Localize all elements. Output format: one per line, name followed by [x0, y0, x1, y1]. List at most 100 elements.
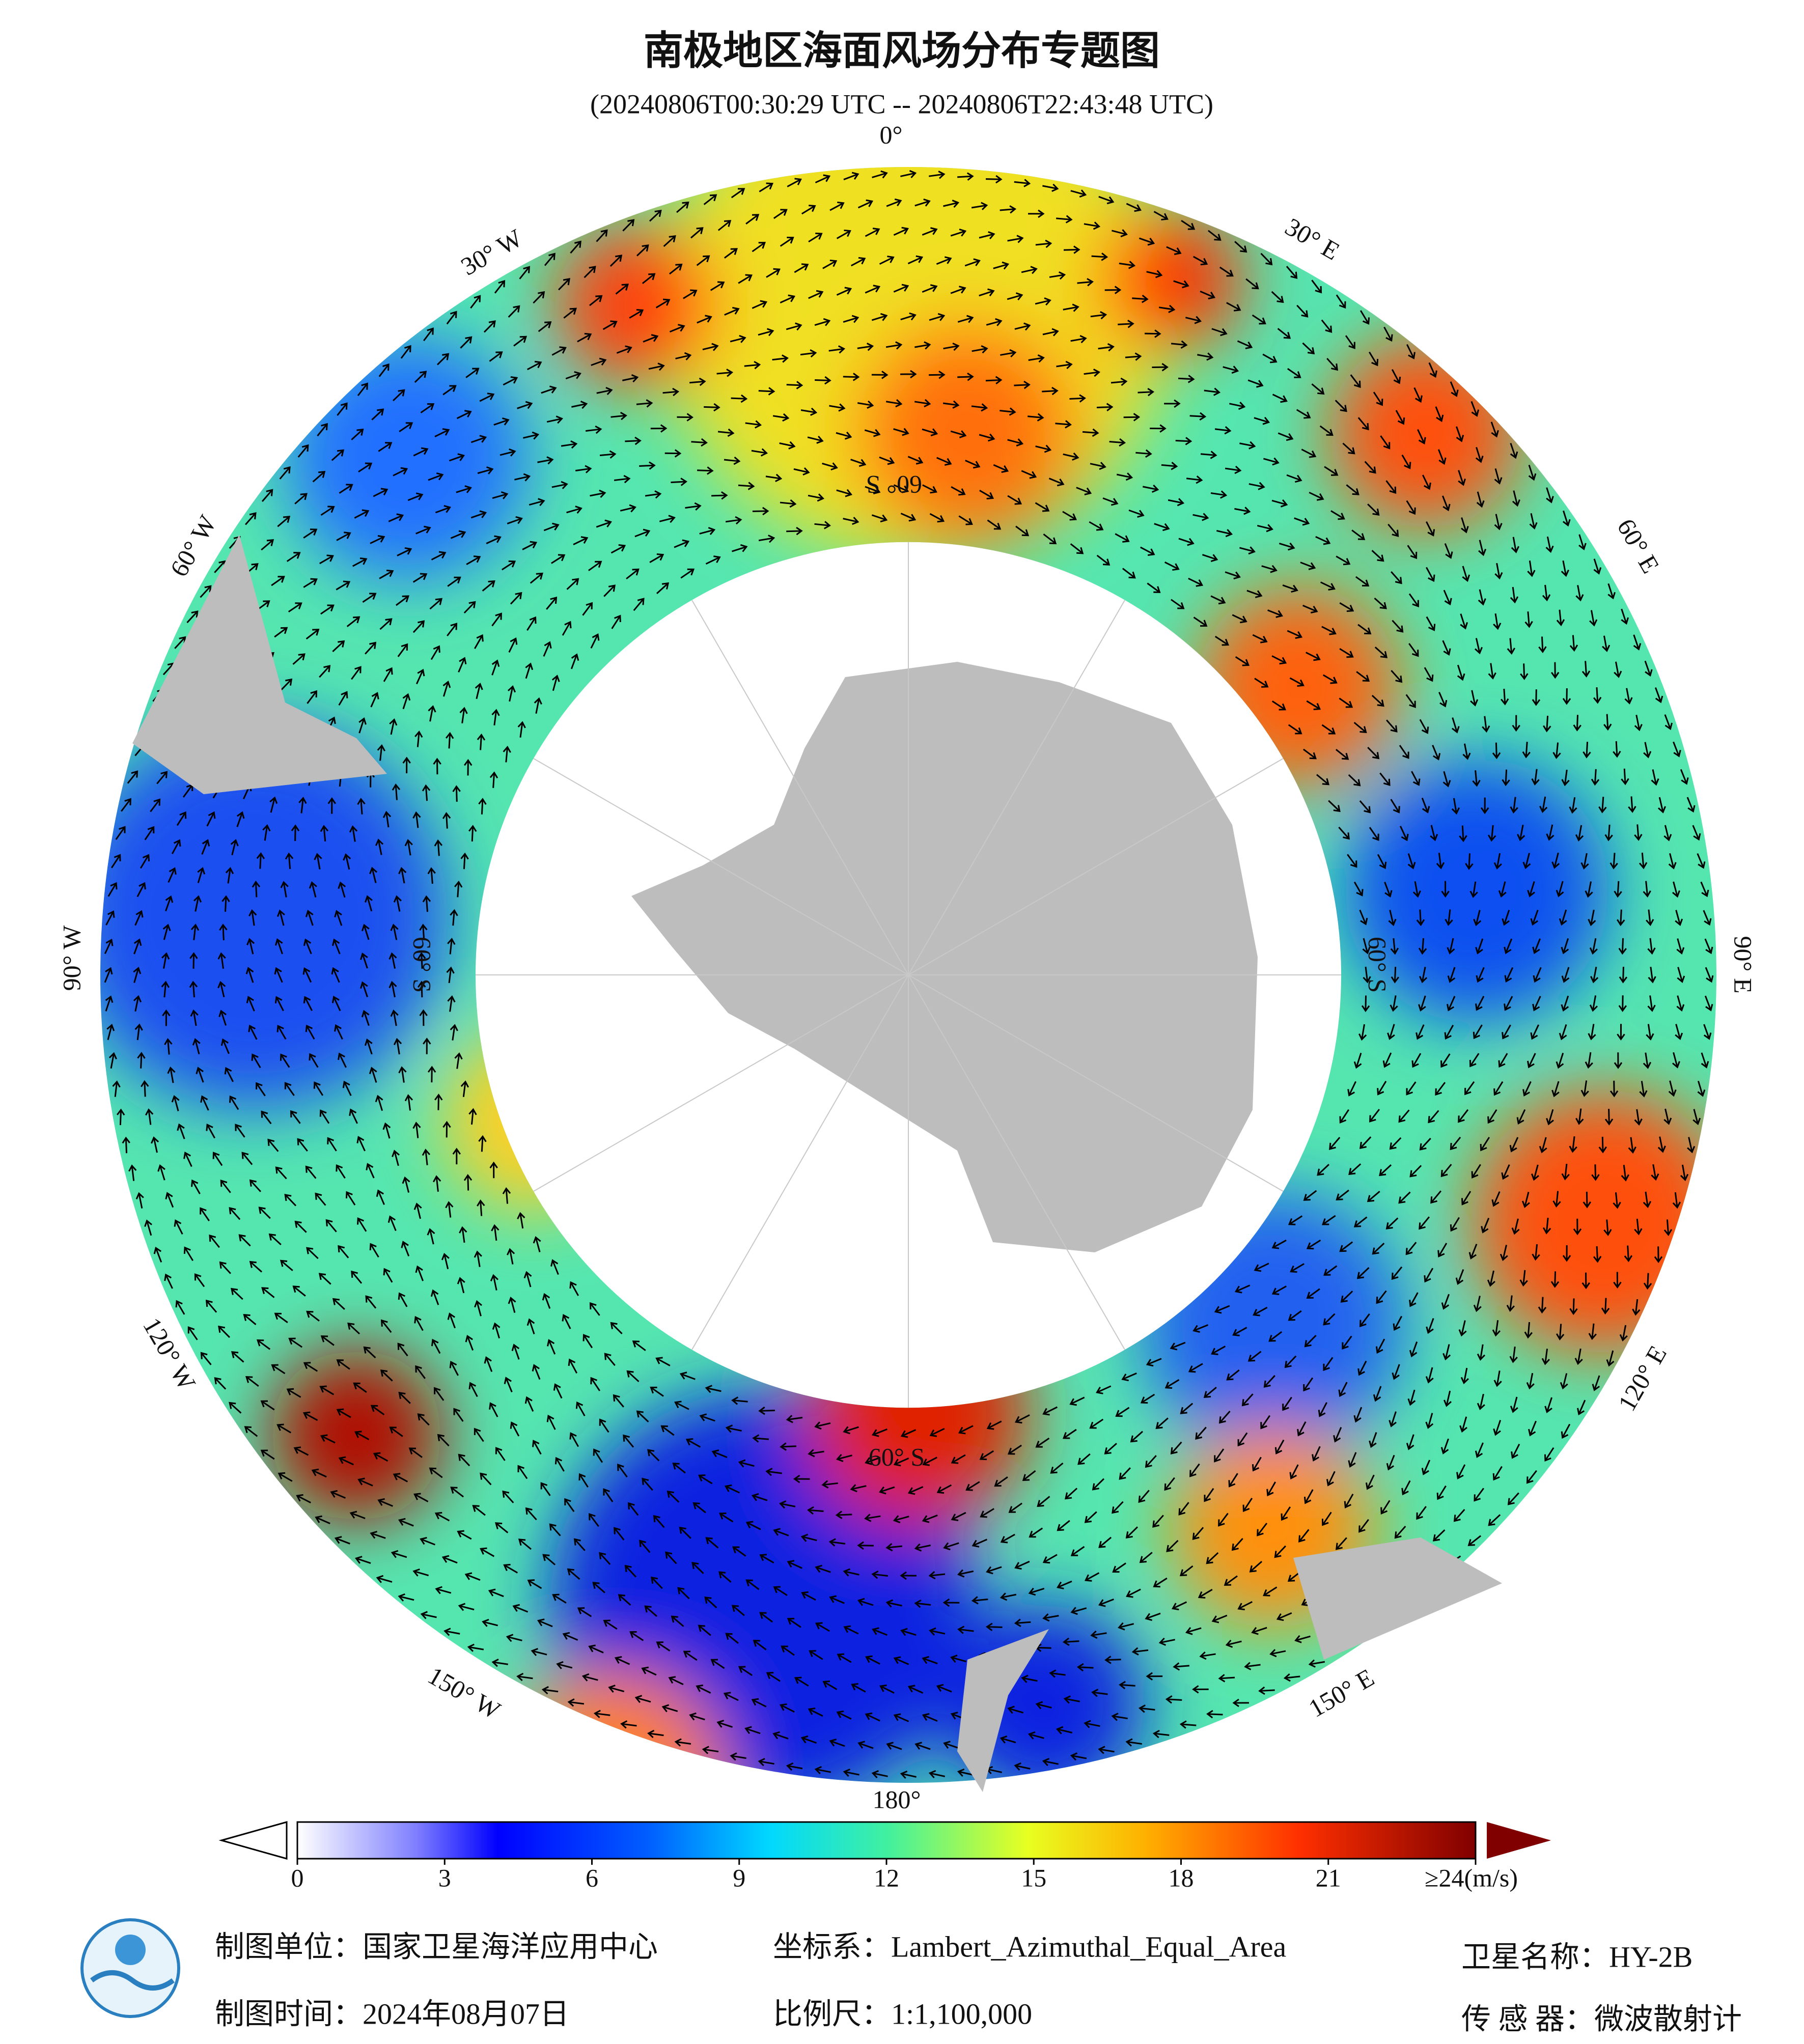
wind-arrow — [885, 341, 903, 350]
wind-arrow — [985, 175, 1003, 184]
wind-arrow — [808, 232, 823, 243]
wind-arrow — [1359, 800, 1371, 814]
wind-arrow — [345, 1191, 356, 1206]
wind-arrow — [1007, 495, 1022, 505]
wind-arrow — [292, 653, 306, 665]
wind-arrow — [752, 1434, 769, 1443]
wind-arrow — [745, 420, 762, 429]
wind-arrow — [1528, 1420, 1537, 1437]
wind-arrow — [1457, 664, 1465, 681]
wind-arrow — [1593, 558, 1602, 575]
wind-arrow — [872, 1627, 888, 1636]
wind-arrow — [1544, 1397, 1552, 1413]
wind-arrow — [525, 1507, 537, 1521]
wind-arrow — [697, 466, 714, 475]
wind-arrow — [355, 1556, 371, 1564]
wind-arrow — [1524, 611, 1533, 628]
wind-arrow — [786, 1762, 803, 1771]
wind-arrow — [724, 248, 738, 259]
wind-arrow — [958, 1425, 974, 1435]
wind-arrow — [334, 1024, 343, 1040]
wind-arrow — [397, 1342, 408, 1357]
wind-arrow — [685, 1438, 701, 1448]
wind-arrow — [1663, 1219, 1673, 1236]
wind-arrow — [309, 881, 317, 898]
wind-arrow — [828, 345, 846, 354]
wind-arrow — [260, 1449, 275, 1460]
wind-arrow — [375, 1095, 383, 1111]
wind-arrow — [1574, 1348, 1583, 1365]
wind-arrow — [900, 1628, 917, 1636]
wind-arrow — [246, 938, 255, 955]
wind-arrow — [1202, 554, 1218, 562]
wind-arrow — [1357, 417, 1369, 431]
wind-arrow — [942, 1598, 960, 1607]
wind-arrow — [865, 1655, 880, 1665]
wind-arrow — [1569, 797, 1577, 814]
wind-arrow — [1316, 774, 1330, 786]
wind-arrow — [115, 826, 126, 840]
wind-arrow — [1628, 1137, 1636, 1154]
wind-arrow — [1326, 1471, 1336, 1487]
wind-arrow — [829, 1595, 845, 1604]
wind-arrow — [1602, 635, 1611, 652]
wind-arrow — [1426, 521, 1435, 537]
wind-arrow — [836, 229, 851, 239]
wind-arrow — [510, 1421, 520, 1437]
wind-arrow — [1450, 1217, 1460, 1232]
wind-arrow — [1077, 278, 1094, 287]
wind-arrow — [483, 320, 496, 333]
subtitle: (20240806T00:30:29 UTC -- 20240806T22:43… — [590, 89, 1213, 119]
wind-arrow — [1469, 1053, 1480, 1068]
wind-arrow — [1228, 1473, 1238, 1488]
wind-arrow — [503, 376, 518, 386]
wind-arrow — [1274, 1545, 1286, 1558]
wind-arrow — [1195, 1426, 1207, 1440]
wind-arrow — [404, 1094, 413, 1111]
wind-arrow — [111, 854, 121, 869]
wind-arrow — [1084, 1572, 1100, 1582]
latitude-label: 60° S — [869, 1442, 925, 1471]
wind-arrow — [1519, 1270, 1528, 1287]
wind-arrow — [1371, 550, 1384, 562]
wind-arrow — [625, 436, 642, 445]
wind-arrow — [850, 257, 866, 267]
wind-arrow — [402, 757, 411, 774]
wind-arrow — [1158, 1637, 1175, 1646]
wind-arrow — [1281, 1506, 1291, 1521]
wind-arrow — [1501, 688, 1509, 706]
wind-arrow — [1076, 487, 1092, 495]
wind-arrow — [474, 1250, 482, 1267]
wind-arrow — [133, 938, 142, 955]
wind-arrow — [1241, 1393, 1254, 1407]
wind-arrow — [1089, 1418, 1104, 1429]
wind-arrow — [464, 1572, 481, 1581]
wind-arrow — [422, 784, 431, 801]
wind-arrow — [680, 568, 695, 579]
wind-arrow — [1132, 294, 1149, 303]
wind-arrow — [1581, 1272, 1590, 1290]
wind-arrow — [373, 1452, 388, 1462]
wind-arrow — [779, 1500, 796, 1509]
wind-arrow — [135, 1192, 144, 1209]
wind-arrow — [979, 288, 995, 297]
wind-arrow — [1070, 189, 1087, 198]
wind-arrow — [305, 1165, 317, 1179]
wind-arrow — [738, 1666, 753, 1676]
wind-arrow — [822, 1680, 838, 1690]
wind-arrow — [1028, 354, 1045, 363]
wind-arrow — [349, 1510, 366, 1520]
wind-arrow — [1488, 1514, 1501, 1526]
wind-arrow — [413, 1493, 429, 1502]
wind-arrow — [731, 394, 748, 403]
wind-arrow — [1476, 491, 1485, 508]
wind-arrow — [971, 1596, 988, 1605]
wind-arrow — [514, 473, 531, 482]
wind-arrow — [1335, 400, 1347, 412]
wind-arrow — [357, 1217, 367, 1232]
wind-arrow — [398, 866, 407, 884]
wind-arrow — [664, 449, 682, 458]
wind-arrow — [1588, 1024, 1596, 1041]
wind-arrow — [1279, 542, 1295, 551]
wind-arrow — [843, 315, 859, 323]
